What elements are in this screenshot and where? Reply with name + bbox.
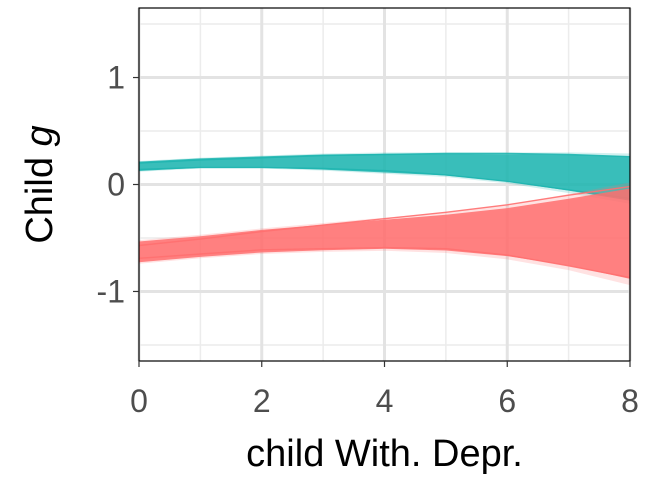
band-lower-line [138,166,631,200]
x-axis-ticks: 0 2 4 6 8 [130,361,639,419]
band-upper-line [138,152,631,164]
y-axis-title: Child g [19,125,61,243]
x-tick-label: 8 [621,383,639,419]
x-tick-label: 0 [130,383,148,419]
y-tick-label: 1 [107,60,125,96]
band-core [139,188,630,279]
series-layer [138,152,631,286]
x-tick-label: 4 [376,383,394,419]
band-upper-line [138,185,631,247]
x-axis-title: child With. Depr. [246,433,523,475]
y-axis-title-prefix: Child [19,146,61,243]
x-tick-label: 2 [253,383,271,419]
band-core [139,153,630,201]
y-tick-label: -1 [97,273,125,309]
x-tick-label: 6 [498,383,516,419]
series-2 [138,182,631,286]
y-tick-label: 0 [107,167,125,203]
y-axis-title-symbol: g [19,125,61,146]
band-lower-line [138,246,631,279]
y-axis-ticks: -1 0 1 [97,60,139,309]
series-1 [138,152,631,204]
